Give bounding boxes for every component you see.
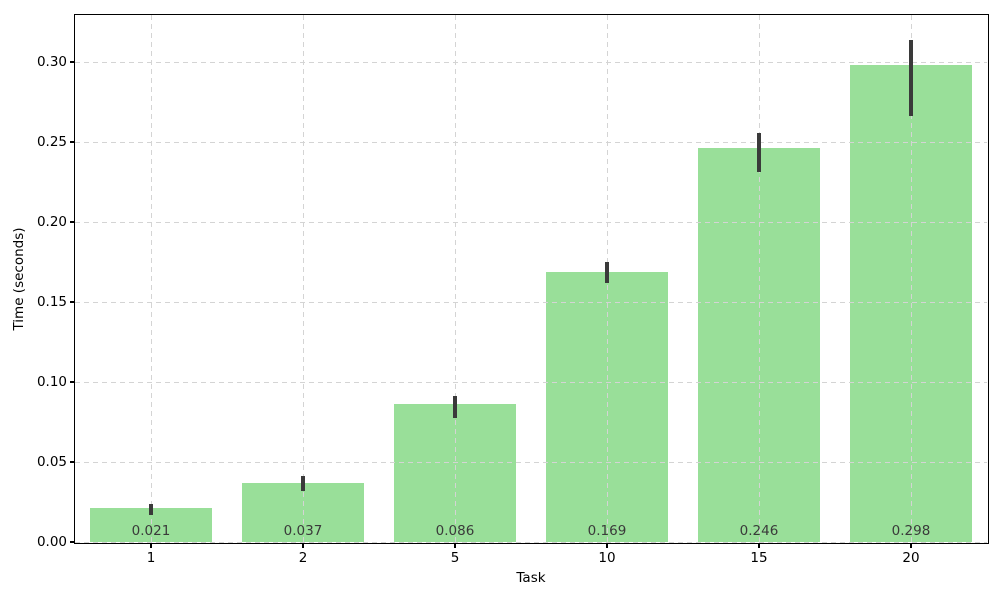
y-tick-label: 0.00: [36, 534, 67, 550]
x-tick-label: 10: [598, 550, 616, 566]
bar-value-label: 0.086: [435, 523, 475, 539]
bar-value-label: 0.169: [587, 523, 627, 539]
x-tick-mark: [758, 543, 760, 548]
y-tick-mark: [70, 381, 75, 383]
x-tick-label: 20: [902, 550, 920, 566]
y-tick-label: 0.20: [36, 214, 67, 231]
gridline-horizontal: [75, 542, 987, 543]
x-tick-label: 5: [450, 550, 460, 566]
bar-value-label: 0.298: [891, 523, 931, 539]
gridline-horizontal: [75, 382, 987, 383]
x-tick-mark: [454, 543, 456, 548]
gridline-vertical: [454, 15, 456, 542]
y-tick-label: 0.10: [36, 374, 67, 390]
gridline-vertical: [758, 15, 760, 542]
y-tick-mark: [70, 461, 75, 463]
x-tick-label: 15: [750, 550, 768, 566]
error-bar: [149, 503, 153, 515]
gridline-horizontal: [75, 462, 987, 463]
gridline-vertical: [910, 15, 912, 542]
error-bar: [453, 396, 457, 418]
gridline-horizontal: [75, 62, 987, 64]
x-tick-mark: [606, 543, 608, 548]
error-bar: [909, 39, 913, 117]
y-tick-mark: [70, 141, 75, 143]
gridline-vertical: [302, 15, 304, 542]
bar-value-label: 0.037: [283, 523, 323, 539]
error-bar: [757, 133, 761, 172]
y-tick-label: 0.25: [36, 134, 67, 151]
y-tick-mark: [70, 301, 75, 303]
y-tick-mark: [70, 61, 75, 63]
x-tick-mark: [150, 543, 152, 548]
bar-value-label: 0.246: [739, 523, 779, 539]
plot-area: 0.021 0.037 0.086 0.169 0.246 0.298: [73, 13, 989, 544]
error-bar: [605, 262, 609, 283]
y-tick-label: 0.30: [36, 54, 67, 71]
x-axis-title: Task: [516, 570, 546, 586]
error-bar: [301, 476, 305, 491]
x-tick-mark: [302, 543, 304, 548]
gridline-horizontal: [75, 142, 987, 144]
y-axis-title: Time (seconds): [11, 226, 27, 331]
y-tick-label: 0.05: [36, 454, 67, 470]
x-tick-label: 2: [298, 550, 308, 566]
x-tick-mark: [910, 543, 912, 548]
y-tick-mark: [70, 221, 75, 223]
gridline-horizontal: [75, 222, 987, 224]
x-tick-label: 1: [146, 550, 156, 566]
y-tick-label: 0.15: [36, 294, 67, 311]
bar-value-label: 0.021: [131, 523, 171, 539]
gridline-vertical: [150, 15, 152, 542]
y-tick-mark: [70, 541, 75, 543]
gridline-horizontal: [75, 302, 987, 304]
